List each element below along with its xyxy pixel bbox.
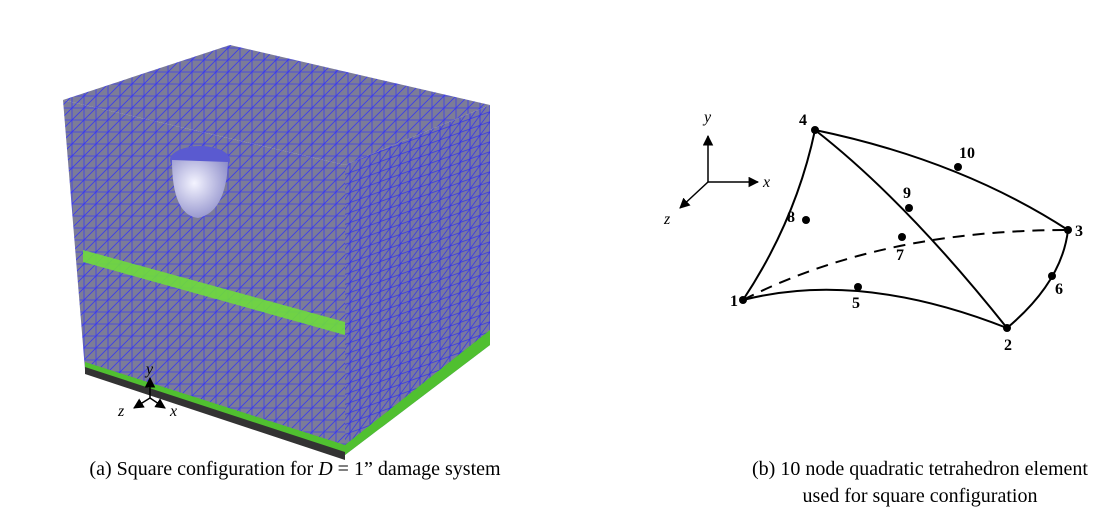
hidden-edge [743, 230, 1068, 300]
node-label: 3 [1075, 223, 1083, 240]
axis-label: z [117, 403, 125, 420]
caption: used for square configuration [803, 485, 1038, 507]
edge [743, 130, 815, 300]
caption-var: D [317, 458, 333, 480]
edge [743, 290, 1007, 328]
axis-label: y [702, 109, 712, 126]
caption-text: (a) Square configuration for [89, 458, 318, 480]
side-face [345, 105, 490, 455]
node-dot [1064, 226, 1072, 234]
axis-label: x [762, 174, 770, 191]
axis [134, 398, 150, 408]
node-dot [802, 216, 810, 224]
edge [1007, 230, 1068, 328]
caption: (a) Square configuration for D = 1” dama… [89, 458, 501, 480]
figure: y z x (a) Square configuration for D = 1… [0, 0, 1106, 521]
nodes: 1 2 3 4 5 6 7 8 9 10 [730, 112, 1083, 354]
node-label: 7 [896, 247, 904, 264]
node-label: 1 [730, 293, 738, 310]
caption-text: = 1” damage system [333, 458, 501, 480]
node-dot [739, 296, 747, 304]
axis-label: z [663, 211, 671, 228]
node-dot [905, 204, 913, 212]
node-label: 6 [1055, 281, 1063, 298]
caption: (b) 10 node quadratic tetrahedron elemen… [752, 458, 1088, 480]
node-label: 2 [1004, 337, 1012, 354]
node-label: 8 [787, 209, 795, 226]
axes-b [680, 136, 758, 208]
node-dot [1003, 324, 1011, 332]
node-dot [1048, 272, 1056, 280]
node-label: 10 [959, 145, 975, 162]
axis [680, 182, 708, 208]
mesh-model [63, 45, 490, 460]
node-label: 9 [903, 185, 911, 202]
node-label: 4 [799, 112, 807, 129]
node-dot [898, 233, 906, 241]
node-label: 5 [852, 295, 860, 312]
node-dot [954, 163, 962, 171]
axis-label: x [169, 403, 177, 420]
axis-label: y [144, 361, 154, 378]
edge [815, 130, 1068, 230]
node-dot [811, 126, 819, 134]
node-dot [854, 283, 862, 291]
tetrahedron [743, 130, 1068, 328]
